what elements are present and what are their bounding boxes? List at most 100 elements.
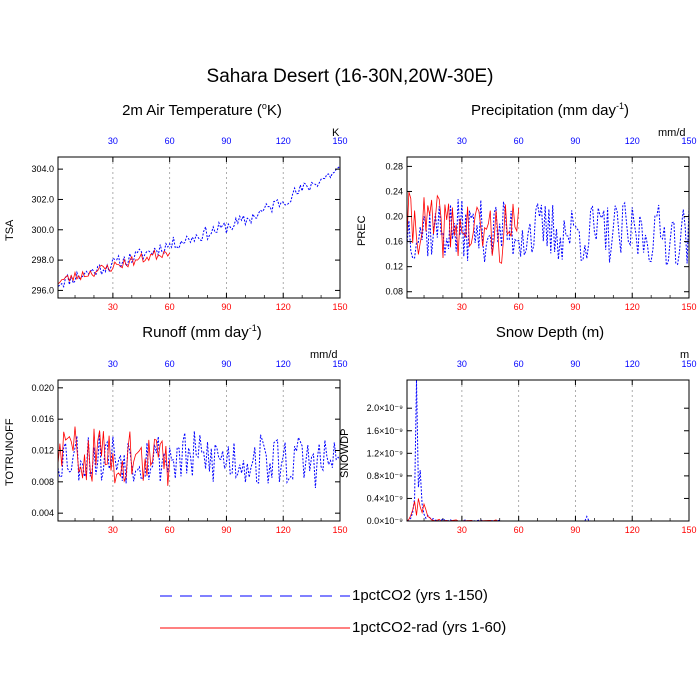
- legend-label-1: 1pctCO2 (yrs 1-150): [352, 587, 488, 604]
- snow-unit-label: m: [680, 349, 690, 361]
- tsa-series-1-line: [57, 165, 341, 289]
- prec-series-2-line: [406, 191, 520, 264]
- tsa-xtick-label-bottom: 90: [221, 302, 231, 312]
- prec-title-end: ): [624, 102, 630, 119]
- snow-ytick-label: 1.6×10⁻⁹: [367, 426, 404, 436]
- tsa-ytick-label: 300.0: [31, 225, 54, 235]
- prec-title-text: Precipitation (mm day: [470, 102, 617, 119]
- runoff-ytick-label: 0.004: [31, 508, 54, 518]
- prec-series-1-line: [406, 199, 690, 267]
- snow-ytick-label: 0.4×10⁻⁹: [367, 493, 404, 503]
- snow-plot: 30 30 60 60 90 90 120 120 150 150 0.0×10⁻⁹ 0.4×10⁻⁹…: [367, 359, 697, 535]
- snow-xtick-label-top: 120: [625, 359, 640, 369]
- prec-plot: 30 30 60 60 90 90 120 120 150 150 0.08 0.12 0.16 0.20…: [385, 136, 696, 312]
- tsa-xtick-label-bottom: 120: [276, 302, 291, 312]
- snow-ytick-label: 2.0×10⁻⁹: [367, 403, 404, 413]
- tsa-ytick-label: 298.0: [31, 255, 54, 265]
- runoff-title-end: ): [256, 324, 262, 341]
- runoff-xtick-label-top: 30: [108, 359, 118, 369]
- tsa-ytick-label: 302.0: [31, 194, 54, 204]
- snow-xtick-label-bottom: 60: [514, 525, 524, 535]
- prec-xtick-label-top: 30: [457, 136, 467, 146]
- runoff-title-sup: -1: [248, 323, 257, 333]
- runoff-title: Runoff (mm day-1): [52, 323, 352, 341]
- prec-ytick-label: 0.16: [385, 237, 403, 247]
- runoff-title-text: Runoff (mm day: [142, 324, 249, 341]
- snow-xtick-label-top: 90: [570, 359, 580, 369]
- prec-xtick-label-bottom: 150: [681, 302, 696, 312]
- runoff-xtick-label-bottom: 90: [221, 525, 231, 535]
- tsa-xtick-label-top: 60: [165, 136, 175, 146]
- runoff-xtick-label-top: 150: [332, 359, 347, 369]
- runoff-xtick-label-top: 60: [165, 359, 175, 369]
- tsa-plot: 30 30 60 60 90 90 120 120 150 150 296.0 298.0 300.0 3…: [31, 136, 347, 312]
- tsa-ytick-label: 304.0: [31, 164, 54, 174]
- prec-xtick-label-bottom: 60: [514, 302, 524, 312]
- runoff-ytick-label: 0.008: [31, 477, 54, 487]
- tsa-series-2-line: [57, 249, 171, 285]
- prec-ytick-label: 0.12: [385, 262, 403, 272]
- prec-xtick-label-top: 60: [514, 136, 524, 146]
- snow-ytick-label: 1.2×10⁻⁹: [367, 448, 404, 458]
- snow-frame: [406, 379, 690, 522]
- prec-unit-label: mm/d: [658, 127, 686, 139]
- snow-xtick-label-bottom: 90: [570, 525, 580, 535]
- prec-ytick-label: 0.28: [385, 161, 403, 171]
- snow-xtick-label-top: 60: [514, 359, 524, 369]
- runoff-series-2-line: [57, 426, 171, 486]
- tsa-xtick-label-bottom: 60: [165, 302, 175, 312]
- legend-line-2: [160, 627, 350, 629]
- runoff-xtick-label-top: 120: [276, 359, 291, 369]
- prec-xtick-label-bottom: 90: [570, 302, 580, 312]
- tsa-xtick-label-top: 90: [221, 136, 231, 146]
- runoff-series-1-line: [57, 431, 341, 489]
- runoff-xtick-label-bottom: 120: [276, 525, 291, 535]
- runoff-xtick-label-bottom: 60: [165, 525, 175, 535]
- snow-xtick-label-bottom: 120: [625, 525, 640, 535]
- prec-ytick-label: 0.08: [385, 287, 403, 297]
- tsa-title-text: 2m Air Temperature (: [122, 102, 262, 119]
- snow-ytick-label: 0.8×10⁻⁹: [367, 471, 404, 481]
- snow-xtick-label-bottom: 150: [681, 525, 696, 535]
- tsa-unit-label: K: [332, 127, 340, 139]
- prec-xtick-label-top: 150: [681, 136, 696, 146]
- prec-title-sup: -1: [616, 101, 625, 111]
- tsa-xtick-label-top: 30: [108, 136, 118, 146]
- prec-frame: [406, 156, 690, 299]
- legend-label-2: 1pctCO2-rad (yrs 1-60): [352, 619, 507, 636]
- prec-xtick-label-top: 120: [625, 136, 640, 146]
- prec-xtick-label-bottom: 30: [457, 302, 467, 312]
- tsa-frame: [57, 156, 341, 299]
- prec-xtick-label-bottom: 120: [625, 302, 640, 312]
- runoff-plot: 30 30 60 60 90 90 120 120 150 150 0.004 0.008 0.012 0…: [31, 359, 347, 535]
- legend-line-1: [160, 595, 350, 597]
- runoff-xtick-label-bottom: 30: [108, 525, 118, 535]
- prec-title: Precipitation (mm day-1): [400, 101, 700, 119]
- tsa-xtick-label-bottom: 150: [332, 302, 347, 312]
- tsa-title: 2m Air Temperature (oK): [52, 101, 352, 119]
- snow-series-1-line: [406, 379, 689, 522]
- tsa-xtick-label-top: 150: [332, 136, 347, 146]
- tsa-title-end: K): [266, 102, 282, 119]
- tsa-title-sup: o: [261, 101, 267, 111]
- tsa-ytick-label: 296.0: [31, 285, 54, 295]
- prec-ytick-label: 0.20: [385, 212, 403, 222]
- main-title: Sahara Desert (16-30N,20W-30E): [206, 66, 494, 87]
- snow-xtick-label-top: 150: [681, 359, 696, 369]
- snow-xtick-label-bottom: 30: [457, 525, 467, 535]
- runoff-ytick-label: 0.020: [31, 383, 54, 393]
- tsa-xtick-label-bottom: 30: [108, 302, 118, 312]
- runoff-ytick-label: 0.016: [31, 414, 54, 424]
- prec-ytick-label: 0.24: [385, 186, 403, 196]
- snow-series-2-line: [406, 498, 519, 522]
- snow-ytick-label: 0.0×10⁻⁹: [367, 516, 404, 526]
- snow-xtick-label-top: 30: [457, 359, 467, 369]
- tsa-xtick-label-top: 120: [276, 136, 291, 146]
- runoff-ytick-label: 0.012: [31, 446, 54, 456]
- runoff-xtick-label-bottom: 150: [332, 525, 347, 535]
- runoff-unit-label: mm/d: [310, 349, 338, 361]
- prec-xtick-label-top: 90: [570, 136, 580, 146]
- snow-title: Snow Depth (m): [400, 323, 700, 341]
- runoff-xtick-label-top: 90: [221, 359, 231, 369]
